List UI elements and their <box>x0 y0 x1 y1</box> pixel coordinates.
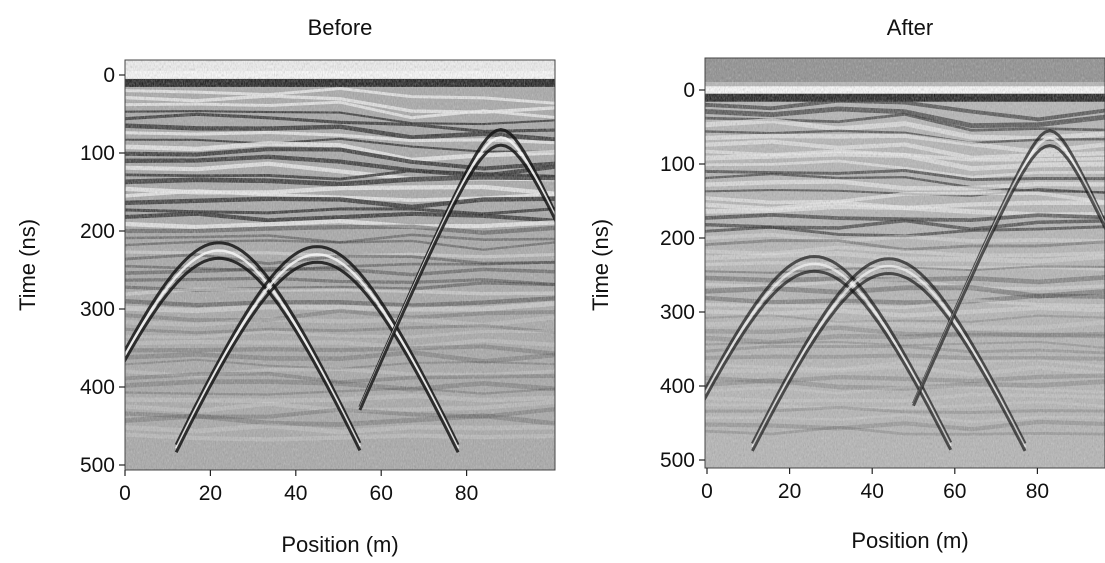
x-tick-label: 40 <box>284 482 307 505</box>
radargram-image <box>678 58 1105 468</box>
radargram-image <box>78 60 642 470</box>
y-tick-label: 500 <box>80 454 115 477</box>
x-axis-label: Position (m) <box>851 528 968 553</box>
y-tick-label: 100 <box>80 142 115 165</box>
y-tick-label: 300 <box>660 301 695 324</box>
x-axis-label: Position (m) <box>281 532 398 557</box>
x-tick-label: 60 <box>370 482 393 505</box>
chart-title: After <box>887 15 933 40</box>
x-tick-label: 40 <box>861 480 884 503</box>
y-tick-label: 300 <box>80 298 115 321</box>
y-tick-label: 200 <box>660 227 695 250</box>
chart-title: Before <box>308 15 373 40</box>
y-tick-label: 200 <box>80 220 115 243</box>
y-axis-label: Time (ns) <box>15 219 40 311</box>
x-axis: 0 20 40 60 80 <box>701 468 1049 503</box>
x-axis: 0 20 40 60 80 <box>119 470 478 505</box>
x-tick-label: 80 <box>1026 480 1049 503</box>
x-tick-label: 60 <box>943 480 966 503</box>
y-axis: 0 100 200 300 400 500 <box>80 64 125 477</box>
y-axis: 0 100 200 300 400 500 <box>660 79 705 472</box>
y-tick-label: 400 <box>80 376 115 399</box>
panel-after: After 0 100 200 300 400 500 0 20 40 60 80 Time (n… <box>588 15 1105 553</box>
y-tick-label: 100 <box>660 153 695 176</box>
y-tick-label: 400 <box>660 375 695 398</box>
x-tick-label: 20 <box>778 480 801 503</box>
y-tick-label: 0 <box>683 79 695 102</box>
y-axis-label: Time (ns) <box>588 219 613 311</box>
y-tick-label: 0 <box>103 64 115 87</box>
x-tick-label: 20 <box>199 482 222 505</box>
x-tick-label: 0 <box>701 480 713 503</box>
x-tick-label: 0 <box>119 482 131 505</box>
y-tick-label: 500 <box>660 449 695 472</box>
panel-before: Before 0 100 200 300 400 500 0 20 40 60 80 Time (… <box>15 15 642 557</box>
x-tick-label: 80 <box>455 482 478 505</box>
